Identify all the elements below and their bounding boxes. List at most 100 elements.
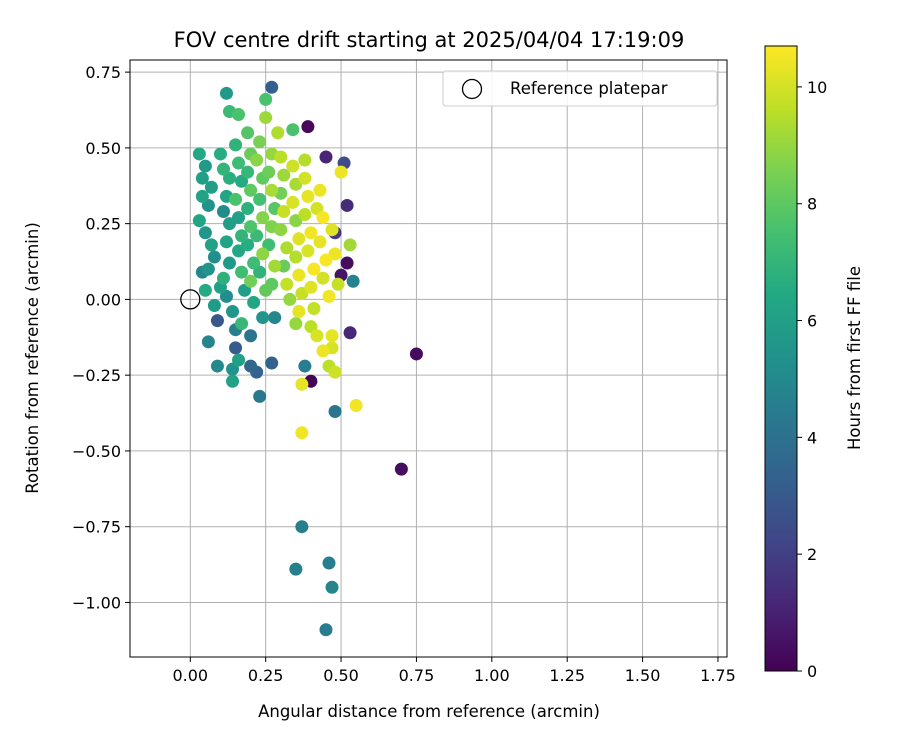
scatter-point — [229, 341, 243, 355]
scatter-point — [241, 126, 255, 140]
colorbar-tick-label: 10 — [807, 78, 827, 97]
colorbar-tick-label: 0 — [807, 662, 817, 681]
x-tick-label: 0.00 — [172, 666, 208, 685]
colorbar-label: Hours from first FF file — [845, 266, 864, 450]
scatter-point — [307, 301, 321, 315]
scatter-point — [265, 356, 279, 370]
scatter-point — [325, 329, 339, 343]
scatter-point — [201, 262, 215, 276]
scatter-point — [277, 168, 291, 182]
scatter-point — [325, 580, 339, 594]
scatter-point — [310, 329, 324, 343]
scatter-point — [394, 462, 408, 476]
scatter-point — [192, 147, 206, 161]
scatter-point — [409, 347, 423, 361]
scatter-point — [201, 335, 215, 349]
scatter-point — [286, 123, 300, 137]
scatter-point — [274, 223, 288, 237]
scatter-point — [219, 235, 233, 249]
scatter-point — [198, 159, 212, 173]
scatter-point — [289, 250, 303, 264]
legend: Reference platepar — [442, 70, 718, 107]
scatter-point — [216, 271, 230, 285]
scatter-point — [277, 205, 291, 219]
y-axis-label: Rotation from reference (arcmin) — [23, 222, 42, 494]
scatter-point — [319, 150, 333, 164]
x-axis-ticks: 0.00 0.25 0.50 0.75 1.00 1.25 1.50 1.75 — [172, 657, 736, 685]
scatter-point — [244, 183, 258, 197]
scatter-point — [259, 283, 273, 297]
scatter-point — [229, 138, 243, 152]
x-tick-label: 1.75 — [700, 666, 736, 685]
scatter-point — [204, 238, 218, 252]
scatter-point — [328, 405, 342, 419]
scatter-point — [322, 556, 336, 570]
scatter-point — [295, 520, 309, 534]
scatter-point — [316, 344, 330, 358]
scatter-point — [195, 189, 209, 203]
scatter-point — [198, 283, 212, 297]
scatter-point — [313, 235, 327, 249]
scatter-point — [295, 426, 309, 440]
scatter-point — [319, 253, 333, 267]
scatter-point — [298, 153, 312, 167]
scatter-point — [241, 201, 255, 215]
scatter-point — [235, 265, 249, 279]
colorbar-tick-label: 8 — [807, 195, 817, 214]
scatter-point — [319, 623, 333, 637]
scatter-point — [226, 305, 240, 319]
x-tick-label: 0.25 — [248, 666, 284, 685]
scatter-point — [325, 223, 339, 237]
scatter-point — [289, 317, 303, 331]
x-tick-label: 1.25 — [549, 666, 585, 685]
x-axis-label: Angular distance from reference (arcmin) — [258, 702, 600, 721]
scatter-point — [259, 92, 273, 106]
scatter-point — [244, 359, 258, 373]
y-tick-label: −0.25 — [72, 366, 121, 385]
scatter-point — [304, 226, 318, 240]
scatter-point — [244, 220, 258, 234]
scatter-point — [235, 317, 249, 331]
scatter-point — [268, 311, 282, 325]
scatter-point — [210, 314, 224, 328]
y-tick-label: 0.25 — [85, 215, 121, 234]
scatter-point — [289, 562, 303, 576]
scatter-point — [301, 189, 315, 203]
scatter-point — [316, 211, 330, 225]
scatter-point — [223, 256, 236, 270]
scatter-point — [328, 365, 342, 379]
scatter-point — [232, 211, 246, 225]
scatter-point — [307, 262, 321, 276]
y-tick-label: −0.50 — [72, 442, 121, 461]
scatter-point — [274, 150, 288, 164]
colorbar-ticks: 0 2 4 6 8 10 — [797, 78, 827, 681]
scatter-point — [192, 214, 206, 228]
scatter-point — [298, 359, 312, 373]
scatter-point — [241, 165, 255, 179]
scatter-point — [244, 329, 258, 343]
scatter-point — [301, 120, 315, 134]
scatter-point — [256, 247, 270, 261]
x-tick-label: 1.50 — [625, 666, 661, 685]
scatter-point — [216, 205, 230, 219]
y-tick-label: 0.00 — [85, 290, 121, 309]
scatter-point — [204, 180, 218, 194]
scatter-point — [250, 153, 264, 167]
scatter-point — [207, 298, 221, 312]
scatter-point — [280, 241, 294, 255]
scatter-point — [271, 126, 285, 140]
scatter-point — [304, 280, 318, 294]
scatter-point — [334, 165, 348, 179]
scatter-point — [340, 256, 354, 270]
y-tick-label: 0.75 — [85, 63, 121, 82]
colorbar-tick-label: 4 — [807, 428, 817, 447]
scatter-point — [298, 171, 312, 185]
scatter-point — [198, 226, 212, 240]
legend-box — [442, 70, 718, 107]
scatter-point — [235, 229, 249, 243]
scatter-point — [292, 305, 306, 319]
scatter-point — [295, 377, 309, 391]
scatter-point — [343, 238, 357, 252]
scatter-point — [265, 80, 279, 94]
